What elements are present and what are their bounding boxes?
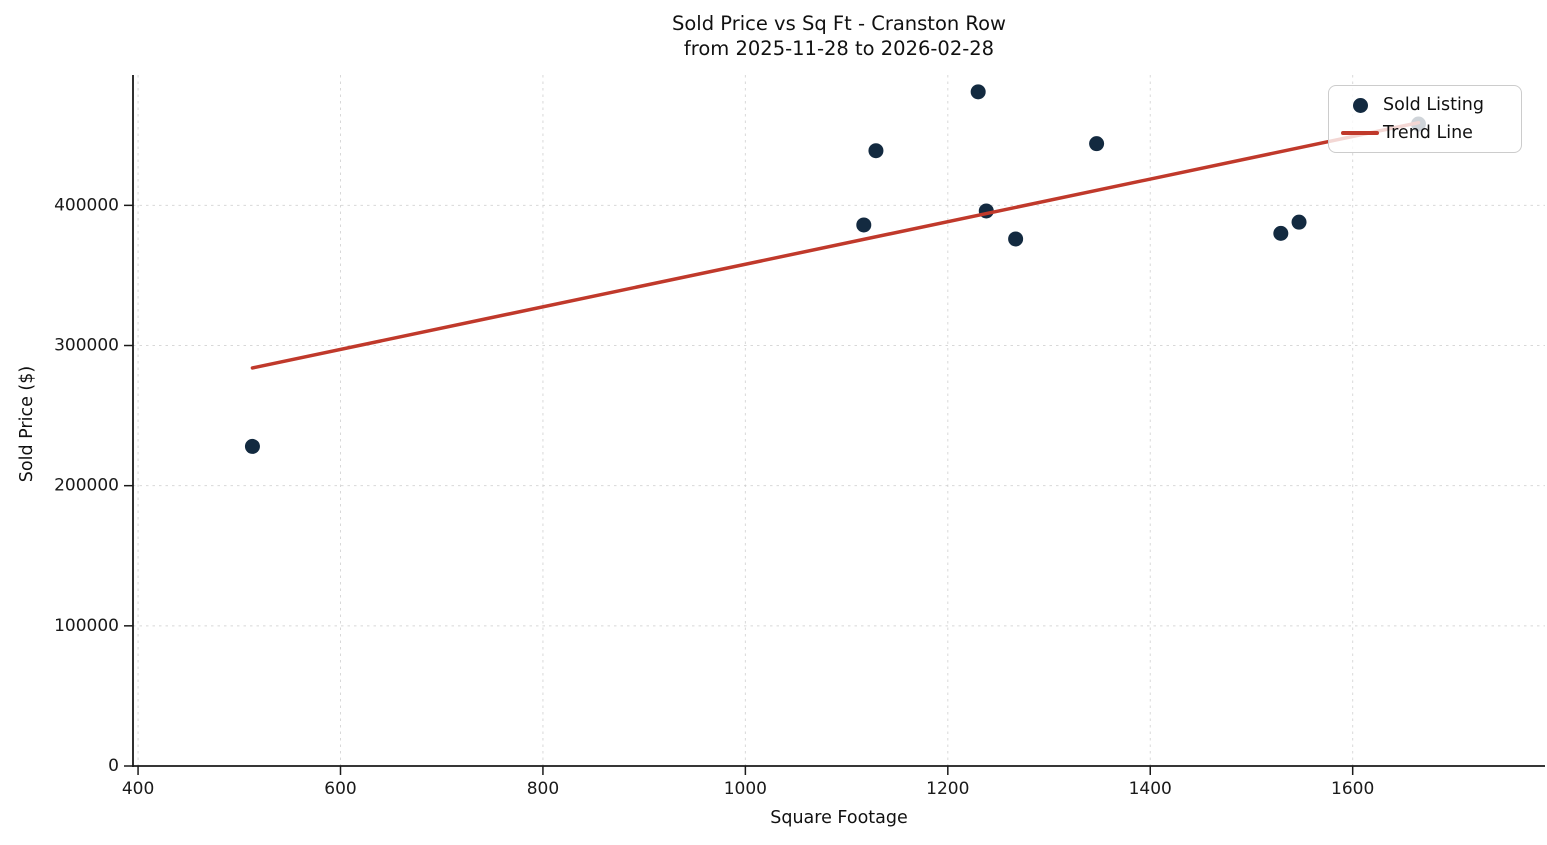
x-tick-label: 400 [122, 779, 154, 799]
legend-label: Sold Listing [1383, 95, 1485, 115]
chart-title-line1: Sold Price vs Sq Ft - Cranston Row [671, 12, 1006, 35]
x-tick-label: 1200 [926, 779, 969, 799]
scatter-point [1291, 214, 1307, 230]
scatter-marker-icon [1352, 97, 1368, 113]
legend-item-trend-line: Trend Line [1337, 119, 1511, 147]
y-tick-label: 300000 [54, 336, 119, 356]
scatter-point [1273, 225, 1289, 241]
chart-title-line2: from 2025-11-28 to 2026-02-28 [683, 37, 995, 60]
x-tick-label: 1000 [724, 779, 767, 799]
y-tick-label: 0 [108, 756, 119, 776]
x-tick-label: 1400 [1129, 779, 1172, 799]
x-tick-label: 800 [527, 779, 559, 799]
chart-title: Sold Price vs Sq Ft - Cranston Row from … [133, 11, 1545, 61]
legend-label: Trend Line [1383, 123, 1473, 143]
legend-marker-wrap [1337, 97, 1383, 113]
trend-line [250, 120, 1421, 370]
legend: Sold Listing Trend Line [1328, 85, 1522, 153]
scatter-point [1089, 136, 1105, 152]
scatter-point [856, 217, 872, 233]
legend-item-sold-listing: Sold Listing [1337, 91, 1511, 119]
y-tick-label: 100000 [54, 616, 119, 636]
y-axis-label: Sold Price ($) [17, 365, 37, 483]
scatter-point [868, 143, 884, 159]
x-tick-label: 1600 [1331, 779, 1374, 799]
scatter-point [1008, 231, 1024, 247]
y-tick-label: 200000 [54, 476, 119, 496]
x-tick-label: 600 [324, 779, 356, 799]
scatter-point [244, 438, 260, 454]
legend-marker-wrap [1337, 131, 1383, 135]
scatter-point [970, 84, 986, 100]
x-axis-label: Square Footage [770, 808, 908, 828]
y-tick-label: 400000 [54, 195, 119, 215]
line-marker-icon [1341, 131, 1379, 135]
